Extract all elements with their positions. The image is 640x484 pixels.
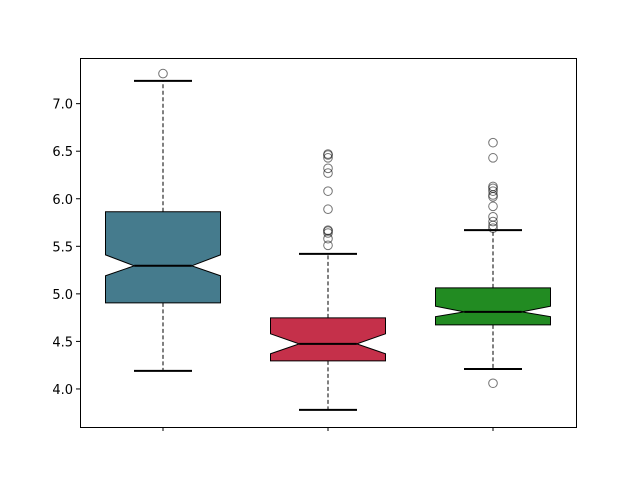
outlier-point — [488, 137, 498, 148]
notched-box — [105, 211, 221, 304]
outlier-point — [323, 163, 333, 174]
outlier-point — [323, 168, 333, 178]
outlier-point — [488, 216, 498, 227]
notched-box — [270, 317, 386, 362]
outlier-point — [323, 149, 333, 159]
outlier-point — [323, 186, 333, 196]
outlier-point — [323, 153, 333, 163]
y-tick-label: 7.0 — [52, 98, 73, 113]
outlier-point — [488, 212, 498, 222]
outlier-point — [488, 378, 498, 389]
outlier-point — [158, 68, 168, 79]
y-tick-label: 5.0 — [52, 288, 73, 303]
outlier-point — [488, 201, 498, 212]
outlier-point — [488, 153, 498, 163]
y-tick-label: 4.0 — [52, 383, 73, 398]
outlier-point — [488, 223, 498, 234]
outlier-point — [323, 240, 333, 251]
outlier-point — [323, 204, 333, 215]
outlier-point — [488, 186, 498, 196]
y-tick-label: 5.5 — [52, 240, 73, 255]
y-tick-label: 6.0 — [52, 193, 73, 208]
y-tick-label: 4.5 — [52, 335, 73, 350]
outlier-point — [323, 225, 333, 235]
notched-box — [435, 287, 551, 326]
y-tick-label: 6.5 — [52, 145, 73, 160]
outlier-point — [488, 181, 498, 192]
